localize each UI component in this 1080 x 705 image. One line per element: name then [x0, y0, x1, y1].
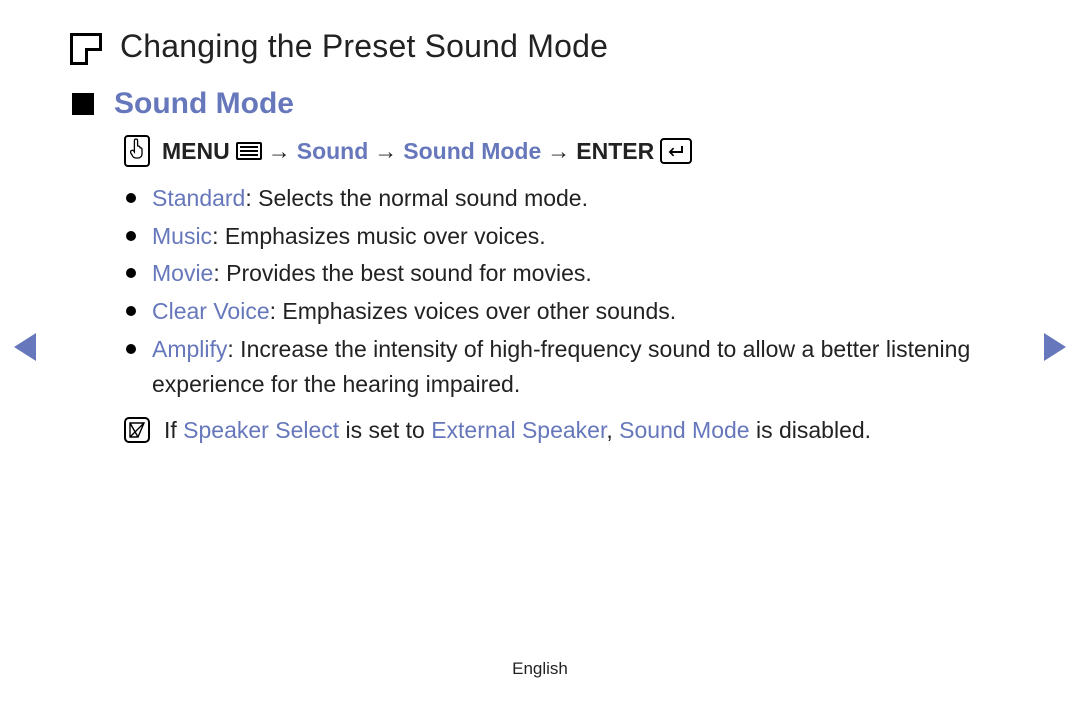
note-keyword: Sound Mode: [619, 417, 749, 443]
prev-page-arrow[interactable]: [14, 333, 36, 361]
path-arrow: →: [547, 138, 570, 165]
mode-term: Standard: [152, 185, 245, 211]
note-keyword: External Speaker: [431, 417, 606, 443]
menu-bars-icon: [236, 142, 262, 160]
mode-desc: : Selects the normal sound mode.: [245, 185, 588, 211]
next-page-arrow[interactable]: [1044, 333, 1066, 361]
hand-icon: [124, 135, 150, 167]
mode-desc: : Increase the intensity of high-frequen…: [152, 336, 970, 398]
list-item: Amplify: Increase the intensity of high-…: [124, 332, 1010, 403]
note-fragment: is disabled.: [750, 417, 871, 443]
list-item: Clear Voice: Emphasizes voices over othe…: [124, 294, 1010, 330]
menu-path: MENU → Sound → Sound Mode → ENTER: [124, 135, 1010, 167]
path-step-sound: Sound: [297, 138, 369, 165]
list-item: Standard: Selects the normal sound mode.: [124, 181, 1010, 217]
section-bullet-icon: [72, 93, 94, 115]
title-row: Changing the Preset Sound Mode: [70, 28, 1010, 65]
path-arrow: →: [268, 138, 291, 165]
path-step-sound-mode: Sound Mode: [403, 138, 541, 165]
enter-label: ENTER: [576, 138, 654, 165]
note-text: If Speaker Select is set to External Spe…: [164, 413, 871, 449]
mode-desc: : Provides the best sound for movies.: [213, 260, 591, 286]
mode-desc: : Emphasizes voices over other sounds.: [270, 298, 677, 324]
page-body: Changing the Preset Sound Mode Sound Mod…: [0, 0, 1080, 448]
mode-term: Music: [152, 223, 212, 249]
mode-list: Standard: Selects the normal sound mode.…: [124, 181, 1010, 403]
note-row: If Speaker Select is set to External Spe…: [124, 413, 1010, 449]
note-fragment: If: [164, 417, 183, 443]
chapter-icon: [70, 33, 102, 65]
list-item: Movie: Provides the best sound for movie…: [124, 256, 1010, 292]
note-fragment: ,: [606, 417, 619, 443]
section-title: Sound Mode: [114, 87, 294, 121]
enter-icon: [660, 138, 692, 164]
list-item: Music: Emphasizes music over voices.: [124, 219, 1010, 255]
note-icon: [124, 417, 150, 443]
note-keyword: Speaker Select: [183, 417, 339, 443]
mode-desc: : Emphasizes music over voices.: [212, 223, 546, 249]
mode-term: Clear Voice: [152, 298, 270, 324]
path-arrow: →: [374, 138, 397, 165]
note-fragment: is set to: [339, 417, 431, 443]
mode-term: Amplify: [152, 336, 227, 362]
page-title: Changing the Preset Sound Mode: [120, 28, 608, 65]
footer-language: English: [0, 659, 1080, 679]
menu-label: MENU: [162, 138, 230, 165]
mode-term: Movie: [152, 260, 213, 286]
section-row: Sound Mode: [72, 87, 1010, 121]
